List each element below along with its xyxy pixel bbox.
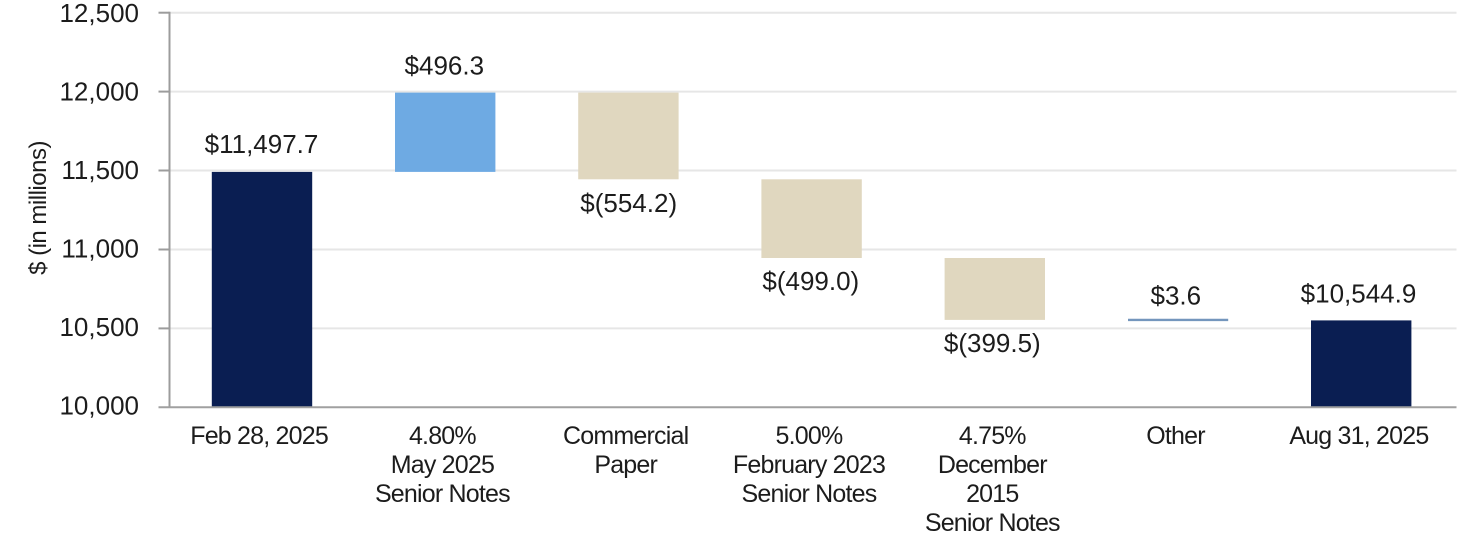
svg-text:Senior Notes: Senior Notes (375, 480, 510, 508)
svg-text:4.75%: 4.75% (959, 422, 1026, 450)
svg-text:May 2025: May 2025 (391, 451, 494, 479)
svg-text:10,500: 10,500 (59, 312, 139, 342)
svg-text:Commercial: Commercial (563, 422, 688, 450)
svg-text:Other: Other (1146, 422, 1205, 450)
svg-text:December: December (938, 451, 1047, 479)
svg-text:10,000: 10,000 (59, 391, 139, 421)
svg-text:Feb 28, 2025: Feb 28, 2025 (190, 422, 328, 450)
svg-text:Aug 31, 2025: Aug 31, 2025 (1289, 422, 1428, 450)
svg-text:11,000: 11,000 (61, 233, 139, 263)
svg-text:12,500: 12,500 (59, 0, 139, 28)
svg-text:11,500: 11,500 (61, 155, 139, 185)
svg-text:$11,497.7: $11,497.7 (205, 129, 319, 159)
svg-text:$(399.5): $(399.5) (944, 328, 1041, 358)
svg-text:$10,544.9: $10,544.9 (1301, 279, 1417, 309)
svg-text:5.00%: 5.00% (776, 422, 843, 450)
svg-text:Senior Notes: Senior Notes (925, 509, 1060, 537)
svg-text:$3.6: $3.6 (1150, 280, 1201, 310)
svg-text:$(554.2): $(554.2) (580, 188, 677, 218)
svg-text:$(499.0): $(499.0) (762, 266, 859, 296)
svg-text:Paper: Paper (594, 451, 657, 479)
svg-text:12,000: 12,000 (59, 76, 139, 106)
svg-text:February 2023: February 2023 (733, 451, 885, 479)
svg-text:$ (in millions): $ (in millions) (25, 141, 52, 275)
svg-text:$496.3: $496.3 (405, 51, 485, 81)
svg-text:Senior Notes: Senior Notes (742, 480, 877, 508)
svg-text:4.80%: 4.80% (409, 422, 476, 450)
svg-text:2015: 2015 (966, 480, 1018, 508)
